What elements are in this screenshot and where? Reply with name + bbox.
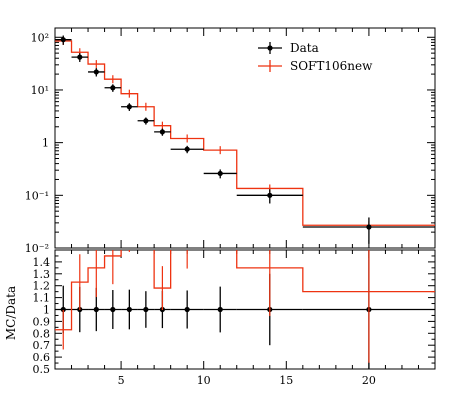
ratio-y-tick-label: 0.9	[33, 315, 51, 328]
x-tick-label: 15	[279, 374, 293, 387]
legend: Data SOFT106new	[258, 41, 373, 73]
data-point	[61, 37, 66, 42]
legend-label-mc: SOFT106new	[290, 59, 373, 73]
data-point	[218, 171, 223, 176]
data-point	[160, 129, 165, 134]
ratio-y-tick-label: 1.1	[33, 292, 51, 305]
data-point	[366, 224, 371, 229]
ratio-y-tick-label: 1.4	[33, 256, 51, 269]
mc-histogram-line	[55, 41, 435, 225]
y-tick-label: 10²	[31, 31, 49, 44]
data-point	[185, 147, 190, 152]
ratio-data-point	[127, 307, 132, 312]
y-tick-label: 10¹	[31, 84, 49, 97]
ratio-y-tick-label: 0.5	[33, 363, 51, 376]
data-point	[267, 193, 272, 198]
x-tick-label: 10	[197, 374, 211, 387]
ratio-data-point	[94, 307, 99, 312]
legend-data-marker	[267, 45, 272, 50]
data-point	[77, 55, 82, 60]
data-point	[94, 69, 99, 74]
y-tick-label: 10⁻¹	[25, 189, 49, 202]
ratio-y-tick-label: 0.7	[33, 339, 51, 352]
y-tick-label: 10⁻²	[25, 242, 49, 255]
ratio-panel: 5 10 15 200.50.60.70.80.911.11.21.31.4	[33, 28, 436, 387]
ratio-data-point	[185, 307, 190, 312]
ratio-content	[55, 31, 435, 371]
ratio-data-point	[218, 307, 223, 312]
ratio-data-point	[143, 307, 148, 312]
data-point	[127, 104, 132, 109]
x-tick-label: 20	[362, 374, 376, 387]
data-point	[143, 118, 148, 123]
main-frame	[55, 28, 435, 248]
ratio-y-tick-label: 1.3	[33, 268, 51, 281]
ratio-y-tick-label: 1	[43, 304, 50, 317]
data-point	[110, 85, 115, 90]
ratio-y-tick-label: 0.6	[33, 351, 51, 364]
y-tick-label: 1	[42, 137, 49, 150]
ratio-y-tick-label: 1.2	[33, 280, 51, 293]
ratio-y-tick-label: 0.8	[33, 327, 51, 340]
main-panel: 10² 10¹ 1 10⁻¹ 10⁻²	[25, 28, 435, 255]
ratio-y-axis-title: MC/Data	[4, 286, 18, 340]
ratio-data-point	[110, 307, 115, 312]
legend-label-data: Data	[290, 41, 319, 55]
x-tick-label: 5	[118, 374, 125, 387]
